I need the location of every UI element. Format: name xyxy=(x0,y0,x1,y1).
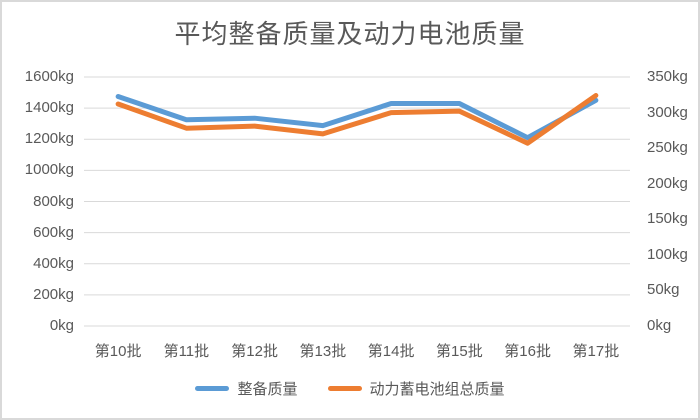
legend-label-1: 动力蓄电池组总质量 xyxy=(369,381,505,398)
right-axis-tick-label: 350kg xyxy=(647,68,688,85)
right-axis-tick-label: 300kg xyxy=(647,103,688,121)
right-axis-tick-label: 0kg xyxy=(647,317,672,334)
chart-title: 平均整备质量及动力电池质量 xyxy=(174,19,526,49)
legend-item-1: 动力蓄电池组总质量 xyxy=(327,378,505,399)
right-axis-tick-label: 250kg xyxy=(647,139,688,157)
legend-label-0: 整备质量 xyxy=(237,381,298,398)
legend: 整备质量 动力蓄电池组总质量 xyxy=(2,378,698,399)
right-axis-tick-label: 50kg xyxy=(647,281,680,299)
x-axis-category-label: 第13批 xyxy=(299,343,347,360)
x-axis-category-label: 第10批 xyxy=(94,343,142,360)
left-axis-tick-label: 1200kg xyxy=(24,130,74,148)
x-axis-category-label: 第14批 xyxy=(367,343,415,360)
x-axis-category-label: 第12批 xyxy=(231,343,278,360)
right-axis-tick-label: 150kg xyxy=(647,210,688,228)
left-axis-tick-label: 1000kg xyxy=(24,161,74,179)
left-axis-tick-label: 600kg xyxy=(33,223,74,241)
x-axis-category-label: 第16批 xyxy=(504,343,551,360)
legend-item-0: 整备质量 xyxy=(195,378,298,399)
left-axis-tick-label: 0kg xyxy=(49,317,74,334)
legend-swatch-0 xyxy=(195,386,230,391)
left-axis-tick-label: 1400kg xyxy=(24,99,74,117)
series-line-0 xyxy=(115,94,599,141)
left-axis-tick-label: 800kg xyxy=(33,192,74,210)
left-axis-tick-label: 1600kg xyxy=(24,68,74,85)
right-axis-tick-label: 200kg xyxy=(647,174,688,192)
series-line-1 xyxy=(115,93,599,146)
right-axis-tick-label: 100kg xyxy=(647,245,688,263)
left-axis-tick-label: 400kg xyxy=(33,254,74,272)
left-axis-tick-label: 200kg xyxy=(33,285,74,303)
legend-swatch-1 xyxy=(327,386,362,391)
x-axis-category-label: 第15批 xyxy=(436,343,483,360)
x-axis-category-label: 第17批 xyxy=(572,343,620,360)
x-axis-category-label: 第11批 xyxy=(163,343,210,360)
